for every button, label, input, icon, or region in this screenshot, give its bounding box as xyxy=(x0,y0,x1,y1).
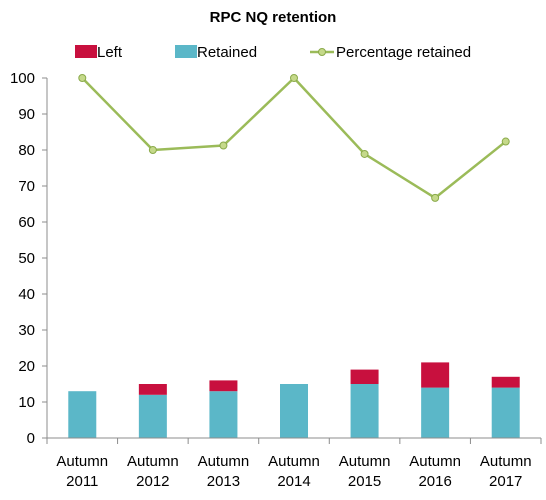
x-tick-label: 2013 xyxy=(207,473,240,490)
y-tick-label: 70 xyxy=(18,178,35,195)
x-tick-label: 2011 xyxy=(66,473,98,490)
x-tick-label: Autumn xyxy=(127,453,179,470)
y-tick-label: 20 xyxy=(18,358,35,375)
x-tick-label: 2014 xyxy=(277,473,310,490)
x-tick-label: Autumn xyxy=(339,453,391,470)
x-tick-label: Autumn xyxy=(480,453,532,470)
point-percentage-retained xyxy=(219,141,228,150)
bar-retained xyxy=(350,384,379,438)
bar-left xyxy=(491,376,520,388)
legend-label-retained: Retained xyxy=(197,44,257,61)
bar-retained xyxy=(421,387,450,438)
y-tick-label: 30 xyxy=(18,322,35,339)
bar-retained xyxy=(280,384,308,438)
bar-retained xyxy=(491,387,520,438)
point-percentage-retained xyxy=(290,74,298,82)
x-tick-label: Autumn xyxy=(409,453,461,470)
bar-retained xyxy=(68,391,97,438)
bar-left xyxy=(421,362,450,388)
x-tick-label: 2016 xyxy=(418,473,451,490)
x-tick-label: Autumn xyxy=(268,453,320,470)
bars-layer xyxy=(68,362,520,438)
y-tick-label: 80 xyxy=(18,142,35,159)
y-tick-label: 40 xyxy=(18,286,35,303)
legend-swatch-left xyxy=(75,45,97,58)
ticks-layer: 0 10 20 30 40 50 60 70 80 90 100 Autumn 2011 Autumn 20… xyxy=(10,70,532,490)
y-tick-label: 100 xyxy=(10,70,35,87)
legend-swatch-retained xyxy=(175,45,197,58)
point-percentage-retained xyxy=(360,149,369,158)
chart-title: RPC NQ retention xyxy=(210,9,337,26)
point-percentage-retained xyxy=(501,137,510,146)
bar-retained xyxy=(138,394,167,438)
x-tick-label: Autumn xyxy=(198,453,250,470)
x-tick-label: Autumn xyxy=(56,453,108,470)
x-tick-label: 2015 xyxy=(348,473,381,490)
point-percentage-retained xyxy=(148,146,157,154)
axes-layer xyxy=(42,77,542,444)
legend-marker-percentage-retained xyxy=(318,48,326,56)
point-percentage-retained xyxy=(431,193,440,202)
bar-left xyxy=(350,369,379,384)
bar-retained xyxy=(209,391,238,438)
point-percentage-retained xyxy=(78,74,87,82)
bar-left xyxy=(209,380,238,392)
legend: Left Retained Percentage retained xyxy=(75,44,471,61)
line-percentage-retained xyxy=(81,76,507,200)
y-tick-label: 50 xyxy=(18,250,35,267)
y-tick-label: 90 xyxy=(18,106,35,123)
bar-left xyxy=(138,384,167,395)
x-tick-label: 2012 xyxy=(136,473,169,490)
line-layer xyxy=(78,74,510,202)
legend-label-left: Left xyxy=(97,44,123,61)
y-tick-label: 10 xyxy=(18,394,35,411)
y-tick-label: 0 xyxy=(27,430,35,447)
y-tick-label: 60 xyxy=(18,214,35,231)
legend-label-percentage-retained: Percentage retained xyxy=(336,44,471,61)
x-tick-label: 2017 xyxy=(489,473,522,490)
